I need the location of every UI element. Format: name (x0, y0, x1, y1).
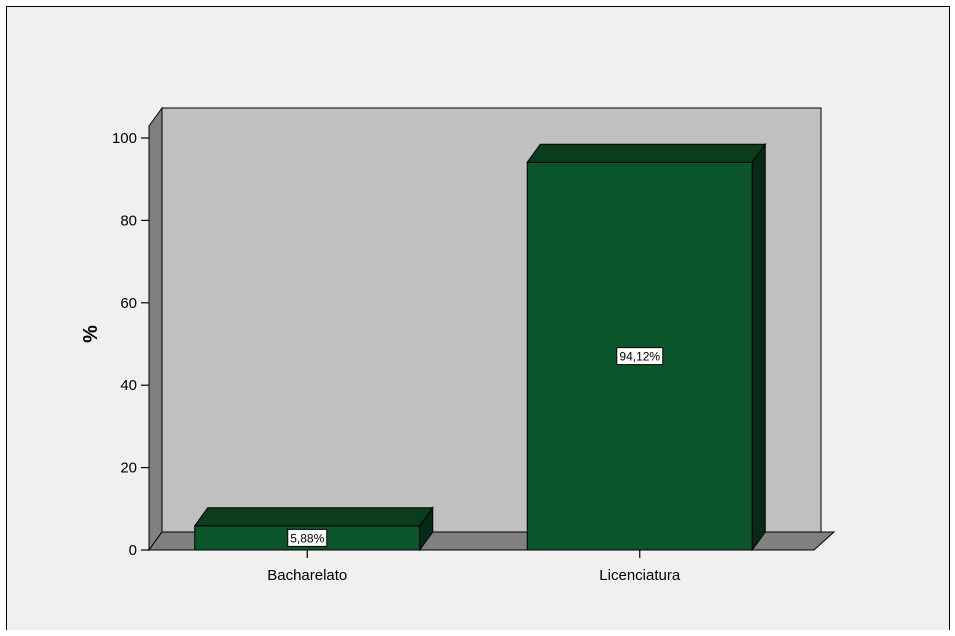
bars: 5,88% 94,12% (193, 142, 767, 552)
x-tick-label: Bacharelato (267, 567, 347, 584)
x-axis: Bacharelato Licenciatura (149, 549, 814, 584)
x-tick-label: Licenciatura (599, 567, 681, 584)
y-axis: 0 20 40 60 80 100 (112, 126, 150, 559)
chart-frame: 0 20 40 60 80 100 5,88% 94,12% Bacharelato Lice… (6, 6, 950, 630)
y-tick-label: 100 (112, 130, 137, 147)
bar-top (526, 143, 767, 163)
y-tick-label: 40 (120, 377, 137, 394)
bar-top (193, 507, 434, 527)
y-axis-label: % (80, 325, 102, 343)
y-tick-label: 0 (129, 542, 137, 559)
data-label: 5,88% (290, 531, 324, 545)
bar: 5,88% (193, 506, 434, 552)
data-label: 94,12% (619, 350, 660, 364)
bar: 94,12% (526, 142, 767, 552)
side-wall (148, 106, 163, 552)
data-label-box (287, 528, 328, 547)
y-tick-label: 80 (120, 212, 137, 229)
y-tick-label: 60 (120, 295, 137, 312)
bar-side (419, 506, 434, 552)
bar-chart: 0 20 40 60 80 100 5,88% 94,12% Bacharelato Lice… (80, 106, 836, 584)
bar-side (751, 142, 766, 552)
y-tick-label: 20 (120, 460, 137, 477)
data-label-box (616, 347, 664, 366)
